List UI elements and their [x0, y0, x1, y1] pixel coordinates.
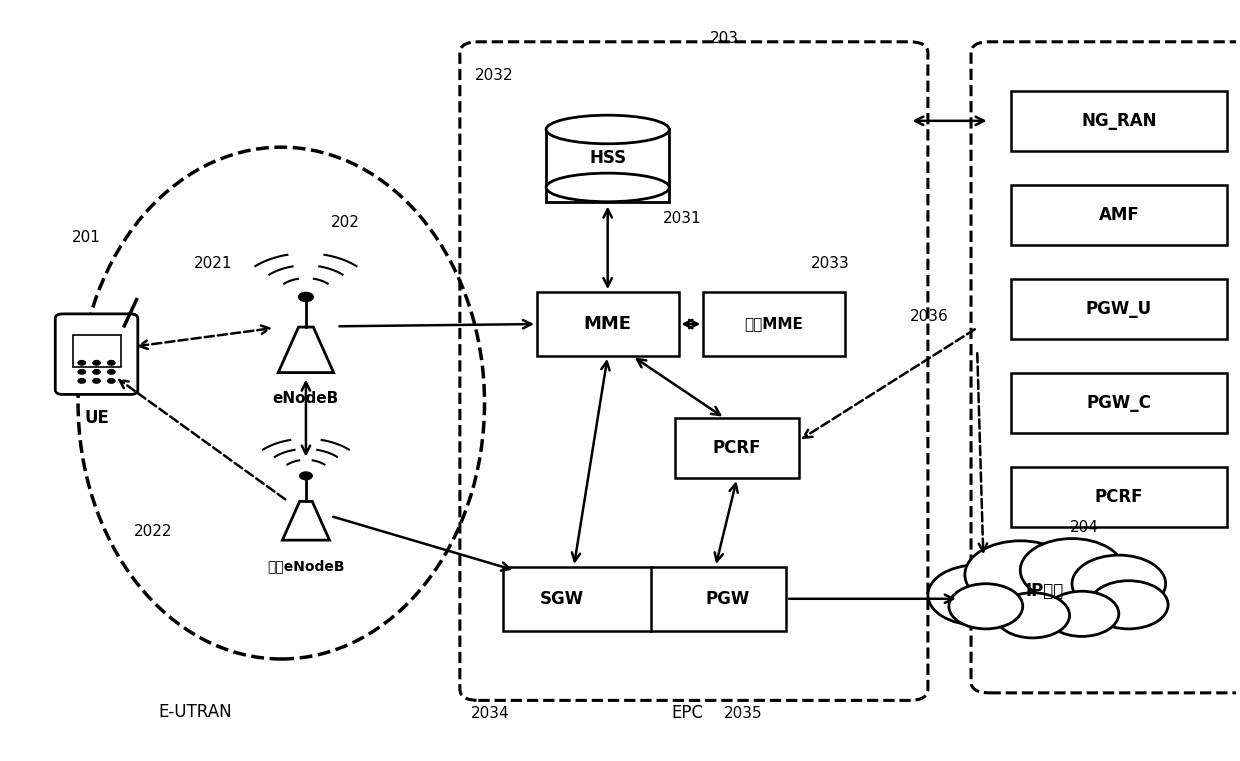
FancyBboxPatch shape: [72, 335, 120, 367]
Circle shape: [965, 541, 1076, 609]
Text: AMF: AMF: [1099, 206, 1140, 224]
Text: E-UTRAN: E-UTRAN: [159, 702, 232, 721]
Text: PGW_C: PGW_C: [1086, 394, 1151, 412]
Circle shape: [996, 593, 1070, 638]
FancyBboxPatch shape: [676, 418, 799, 479]
Circle shape: [78, 370, 86, 374]
Circle shape: [928, 565, 1027, 625]
Polygon shape: [283, 501, 330, 540]
Text: 2033: 2033: [811, 256, 849, 272]
Text: 其它eNodeB: 其它eNodeB: [267, 559, 345, 573]
Circle shape: [299, 292, 314, 301]
Text: 2035: 2035: [724, 705, 763, 721]
Circle shape: [78, 361, 86, 365]
FancyBboxPatch shape: [1011, 279, 1226, 339]
Text: 2021: 2021: [193, 256, 232, 272]
Circle shape: [949, 584, 1023, 629]
FancyBboxPatch shape: [1011, 467, 1226, 527]
Circle shape: [108, 361, 115, 365]
Text: IP业务: IP业务: [1025, 582, 1064, 600]
Text: 204: 204: [1070, 520, 1099, 535]
FancyBboxPatch shape: [1011, 373, 1226, 433]
Text: PCRF: PCRF: [1095, 488, 1143, 506]
FancyBboxPatch shape: [1011, 185, 1226, 245]
Text: 其它MME: 其它MME: [744, 317, 804, 332]
Text: PGW: PGW: [706, 590, 750, 608]
Text: PGW_U: PGW_U: [1086, 300, 1152, 318]
Circle shape: [93, 370, 100, 374]
Circle shape: [78, 379, 86, 383]
Text: 202: 202: [331, 215, 360, 230]
Text: 203: 203: [711, 30, 739, 46]
Text: EPC: EPC: [672, 704, 704, 722]
Circle shape: [93, 361, 100, 365]
Circle shape: [108, 370, 115, 374]
FancyBboxPatch shape: [56, 314, 138, 394]
FancyBboxPatch shape: [703, 292, 844, 356]
FancyBboxPatch shape: [1011, 91, 1226, 151]
FancyBboxPatch shape: [537, 292, 678, 356]
Text: 2031: 2031: [663, 211, 702, 226]
Circle shape: [1073, 555, 1166, 613]
Text: 2036: 2036: [909, 309, 949, 324]
Polygon shape: [278, 327, 334, 373]
Text: UE: UE: [84, 409, 109, 427]
Text: SGW: SGW: [539, 590, 584, 608]
Text: HSS: HSS: [589, 149, 626, 167]
Ellipse shape: [546, 174, 670, 202]
FancyBboxPatch shape: [546, 129, 670, 202]
Text: 2032: 2032: [475, 68, 513, 83]
Ellipse shape: [546, 115, 670, 144]
Text: 2022: 2022: [134, 524, 172, 539]
Circle shape: [93, 379, 100, 383]
Circle shape: [108, 379, 115, 383]
Circle shape: [1045, 591, 1118, 636]
Text: 201: 201: [72, 230, 100, 245]
Text: 2034: 2034: [471, 705, 510, 721]
Circle shape: [1089, 581, 1168, 629]
Text: MME: MME: [584, 315, 631, 333]
Text: NG_RAN: NG_RAN: [1081, 112, 1157, 130]
Circle shape: [1021, 539, 1123, 602]
Circle shape: [300, 472, 312, 479]
FancyBboxPatch shape: [503, 567, 786, 631]
Text: eNodeB: eNodeB: [273, 391, 339, 406]
Text: PCRF: PCRF: [713, 439, 761, 457]
